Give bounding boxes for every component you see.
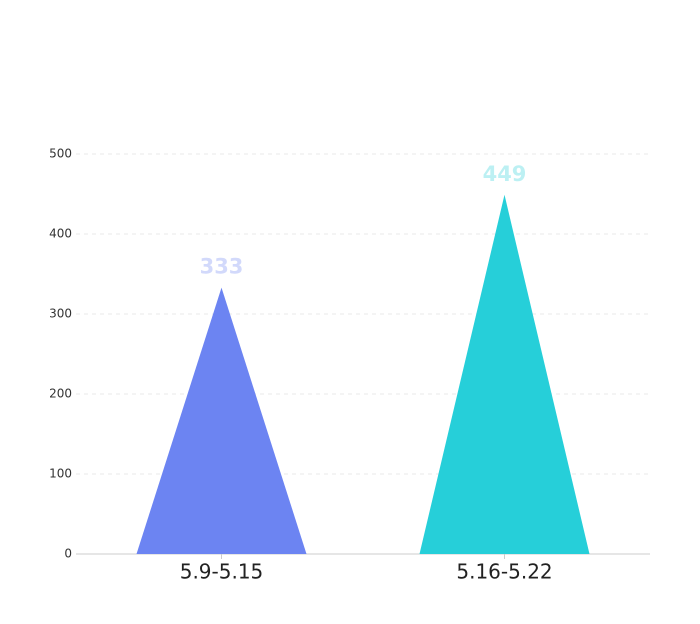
y-tick-label: 300 — [49, 307, 72, 321]
y-tick-label: 100 — [49, 467, 72, 481]
triangle-bar — [136, 287, 307, 554]
y-tick-label: 400 — [49, 227, 72, 241]
value-label: 333 — [200, 255, 244, 279]
y-tick-label: 500 — [49, 147, 72, 161]
x-tick-label: 5.16-5.22 — [456, 560, 552, 584]
y-tick-label: 200 — [49, 387, 72, 401]
y-tick-label: 0 — [64, 547, 72, 561]
triangle-bar — [419, 194, 590, 555]
value-label: 449 — [483, 162, 527, 186]
x-tick-label: 5.9-5.15 — [180, 560, 264, 584]
